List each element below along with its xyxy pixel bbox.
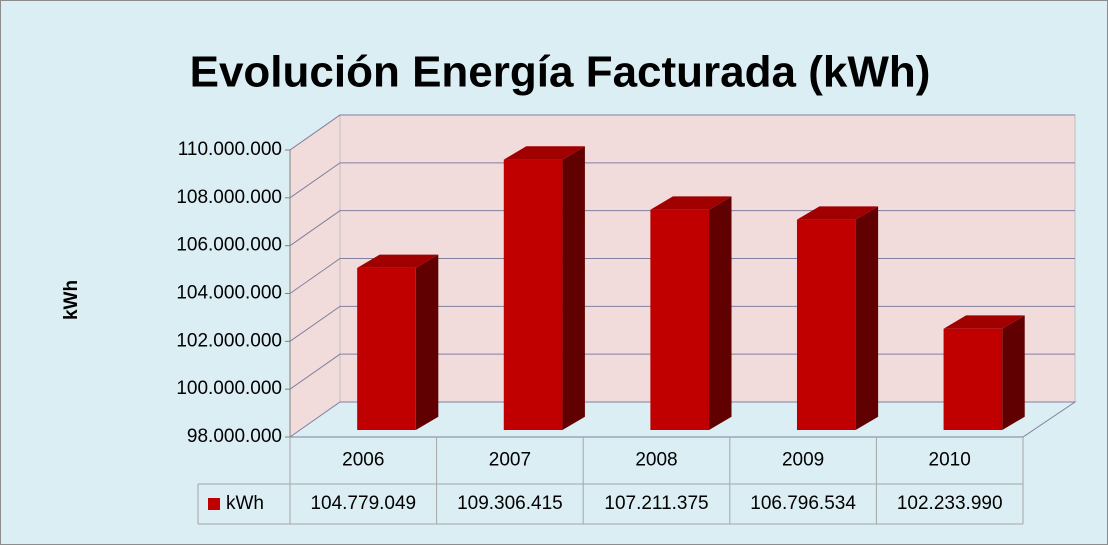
- bar-side: [855, 206, 879, 430]
- legend-key: [208, 498, 220, 510]
- y-axis-label: kWh: [61, 280, 82, 320]
- bar-top: [943, 315, 1025, 329]
- x-tick-label: 2010: [929, 450, 971, 471]
- data-label: 106.796.534: [750, 493, 856, 514]
- y-tick-label: 102.000.000: [176, 330, 282, 351]
- bar-top: [796, 206, 879, 220]
- bar: [650, 209, 710, 430]
- y-tick-label: 104.000.000: [176, 283, 282, 304]
- bar-side: [709, 196, 732, 430]
- grid-line: [289, 162, 1075, 199]
- bar-top: [650, 196, 732, 210]
- grid-line: [289, 114, 1075, 151]
- y-tick-label: 100.000.000: [176, 378, 282, 399]
- y-tick-label: 106.000.000: [176, 235, 282, 256]
- bar: [943, 328, 1003, 430]
- y-tick-label: 108.000.000: [176, 187, 282, 208]
- x-tick-label: 2007: [489, 450, 531, 471]
- y-tick-label: 98.000.000: [187, 426, 282, 447]
- data-label: 104.779.049: [310, 493, 416, 514]
- bar-top: [503, 146, 585, 160]
- bar-side: [1002, 315, 1025, 430]
- y-tick-label: 110.000.000: [178, 139, 282, 160]
- bar: [503, 159, 563, 430]
- data-label: 109.306.415: [457, 493, 563, 514]
- x-tick-label: 2008: [635, 450, 677, 471]
- data-label: 102.233.990: [897, 493, 1003, 514]
- bar: [357, 267, 416, 430]
- bar-top: [357, 254, 439, 268]
- legend-label: kWh: [226, 493, 264, 514]
- bar-side: [562, 146, 585, 430]
- bar: [796, 219, 856, 430]
- chart-title: Evolución Energía Facturada (kWh): [190, 48, 931, 97]
- x-tick-label: 2006: [342, 450, 384, 471]
- x-tick-label: 2009: [782, 450, 824, 471]
- bar-side: [415, 254, 439, 430]
- data-label: 107.211.375: [604, 493, 708, 514]
